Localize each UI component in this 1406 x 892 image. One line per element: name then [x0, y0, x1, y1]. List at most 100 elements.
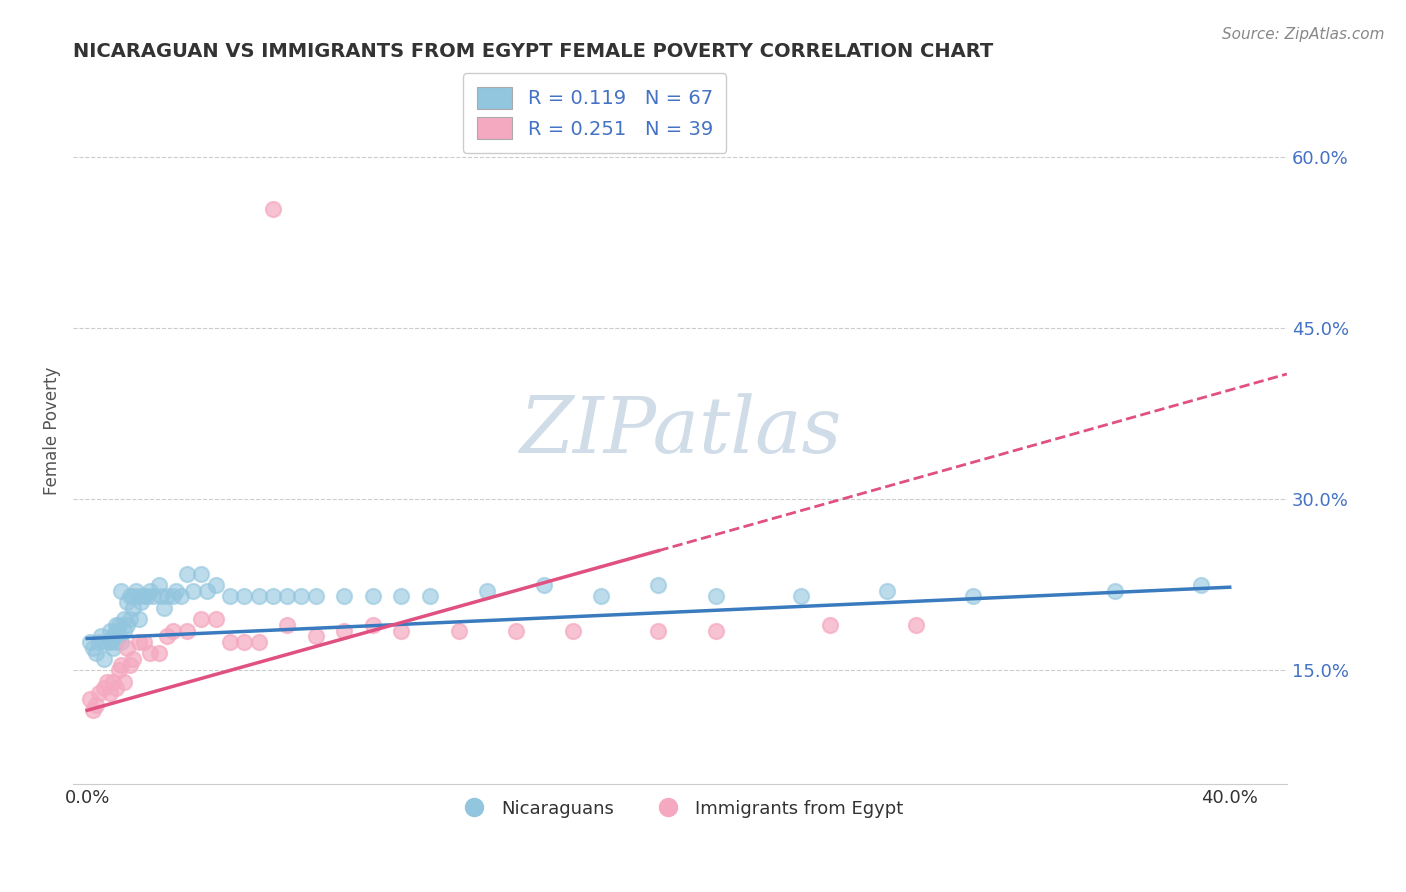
Point [290, 590, 312, 604]
Point [82, 640, 104, 655]
Point [128, 590, 150, 604]
Point [104, 681, 127, 695]
Point [818, 617, 841, 632]
Point [139, 646, 162, 660]
Point [107, 629, 129, 643]
Point [87, 635, 110, 649]
Point [262, 202, 284, 216]
Point [162, 590, 184, 604]
Point [115, 617, 138, 632]
Point [262, 590, 284, 604]
Point [101, 640, 124, 655]
Point [84, 646, 107, 660]
Point [204, 578, 226, 592]
Point [333, 590, 356, 604]
Point [176, 566, 198, 581]
Text: NICARAGUAN VS IMMIGRANTS FROM EGYPT FEMALE POVERTY CORRELATION CHART: NICARAGUAN VS IMMIGRANTS FROM EGYPT FEMA… [73, 42, 993, 61]
Point [112, 624, 135, 638]
Point [219, 590, 242, 604]
Point [219, 635, 242, 649]
Point [118, 657, 141, 672]
Point [1189, 578, 1212, 592]
Point [84, 698, 107, 712]
Point [110, 635, 132, 649]
Point [156, 590, 179, 604]
Point [704, 590, 727, 604]
Point [110, 657, 132, 672]
Point [122, 652, 145, 666]
Point [361, 590, 384, 604]
Point [361, 617, 384, 632]
Point [162, 624, 184, 638]
Point [904, 617, 927, 632]
Point [122, 600, 145, 615]
Point [142, 590, 165, 604]
Point [96, 674, 118, 689]
Point [233, 635, 256, 649]
Point [139, 583, 162, 598]
Point [276, 590, 298, 604]
Point [112, 674, 135, 689]
Point [90, 629, 112, 643]
Point [104, 617, 127, 632]
Point [148, 646, 170, 660]
Point [333, 624, 356, 638]
Point [181, 583, 204, 598]
Point [170, 590, 193, 604]
Point [125, 583, 148, 598]
Point [82, 703, 104, 717]
Point [98, 686, 121, 700]
Point [104, 624, 127, 638]
Point [112, 612, 135, 626]
Point [134, 590, 156, 604]
Point [591, 590, 613, 604]
Point [389, 624, 412, 638]
Point [389, 590, 412, 604]
Point [107, 617, 129, 632]
Point [156, 629, 179, 643]
Point [101, 674, 124, 689]
Point [276, 617, 298, 632]
Point [128, 612, 150, 626]
Point [176, 624, 198, 638]
Point [561, 624, 583, 638]
Point [190, 566, 212, 581]
Point [115, 640, 138, 655]
Point [247, 635, 270, 649]
Point [190, 612, 212, 626]
Point [876, 583, 898, 598]
Point [128, 635, 150, 649]
Point [136, 590, 159, 604]
Point [98, 624, 121, 638]
Point [790, 590, 813, 604]
Point [110, 583, 132, 598]
Point [79, 635, 101, 649]
Point [87, 686, 110, 700]
Point [150, 590, 173, 604]
Point [104, 635, 127, 649]
Point [704, 624, 727, 638]
Legend: Nicaraguans, Immigrants from Egypt: Nicaraguans, Immigrants from Egypt [449, 792, 911, 825]
Point [107, 664, 129, 678]
Point [98, 635, 121, 649]
Point [1104, 583, 1126, 598]
Point [195, 583, 218, 598]
Text: ZIPatlas: ZIPatlas [519, 392, 841, 469]
Point [475, 583, 498, 598]
Point [153, 600, 176, 615]
Point [131, 595, 153, 609]
Point [647, 578, 669, 592]
Point [101, 629, 124, 643]
Point [134, 635, 156, 649]
Point [305, 629, 328, 643]
Point [447, 624, 470, 638]
Y-axis label: Female Poverty: Female Poverty [44, 367, 60, 495]
Point [93, 652, 115, 666]
Point [118, 590, 141, 604]
Point [647, 624, 669, 638]
Point [165, 583, 187, 598]
Point [505, 624, 527, 638]
Point [305, 590, 328, 604]
Point [93, 681, 115, 695]
Point [79, 692, 101, 706]
